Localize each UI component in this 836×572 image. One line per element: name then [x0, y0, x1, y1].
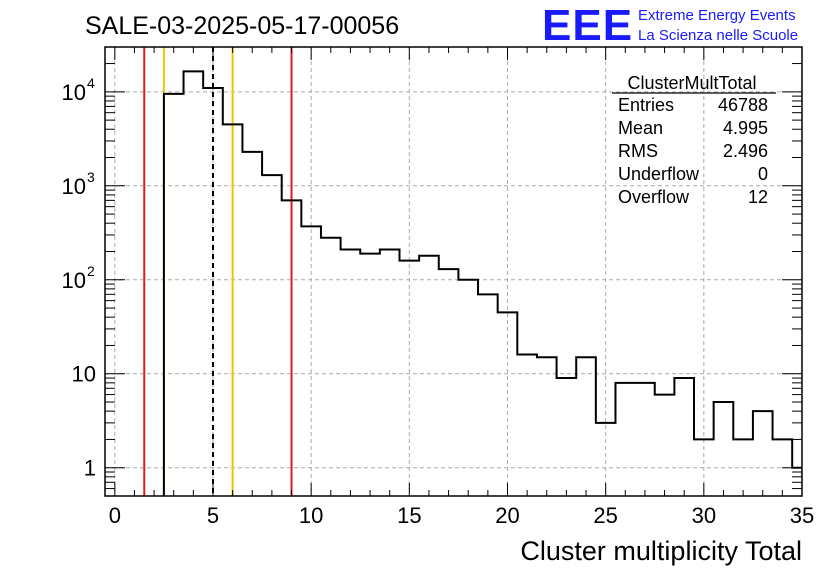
stats-row-label: Entries: [618, 95, 674, 115]
x-axis-label: Cluster multiplicity Total: [520, 536, 802, 566]
x-tick-label: 5: [207, 503, 219, 528]
y-tick-label: 10: [62, 80, 86, 105]
x-tick-label: 20: [495, 503, 519, 528]
grid-lines: [105, 47, 802, 496]
logo-eee-text: EEE: [542, 1, 633, 50]
x-axis-ticks: 0 5 10 15 20 25 30 35: [109, 47, 814, 528]
x-tick-label: 10: [299, 503, 323, 528]
histogram-outline: [162, 70, 802, 496]
stats-rows: Entries 46788 Mean 4.995 RMS 2.496 Underflow 0 O…: [618, 95, 768, 207]
y-tick-exponent: 2: [87, 263, 95, 279]
plot-frame: [104, 46, 803, 497]
stats-row-value: 4.995: [723, 118, 768, 138]
y-tick-label: 1: [84, 456, 96, 481]
y-tick-label: 10: [72, 362, 96, 387]
stats-row-label: RMS: [618, 141, 658, 161]
stats-row-value: 12: [748, 187, 768, 207]
x-tick-label: 30: [692, 503, 716, 528]
x-tick-label: 35: [790, 503, 814, 528]
stats-row-value: 2.496: [723, 141, 768, 161]
stats-box: ClusterMultTotal Entries 46788 Mean 4.995 RM…: [612, 73, 776, 207]
stats-title: ClusterMultTotal: [627, 73, 756, 93]
y-tick-exponent: 3: [87, 169, 95, 185]
x-tick-label: 0: [109, 503, 121, 528]
logo-line2: La Scienza nelle Scuole: [638, 27, 798, 44]
stats-row-value: 46788: [718, 95, 768, 115]
eee-logo: EEE Extreme Energy Events La Scienza nel…: [542, 1, 798, 50]
logo-line1: Extreme Energy Events: [638, 7, 796, 24]
chart-title: SALE-03-2025-05-17-00056: [85, 12, 399, 40]
y-tick-label: 10: [62, 174, 86, 199]
stats-row-value: 0: [758, 164, 768, 184]
y-tick-exponent: 4: [87, 75, 95, 91]
vertical-markers: [143, 47, 293, 496]
stats-row-label: Overflow: [618, 187, 690, 207]
x-tick-label: 25: [593, 503, 617, 528]
y-tick-label: 10: [62, 268, 86, 293]
x-tick-label: 15: [397, 503, 421, 528]
stats-row-label: Underflow: [618, 164, 700, 184]
stats-row-label: Mean: [618, 118, 663, 138]
